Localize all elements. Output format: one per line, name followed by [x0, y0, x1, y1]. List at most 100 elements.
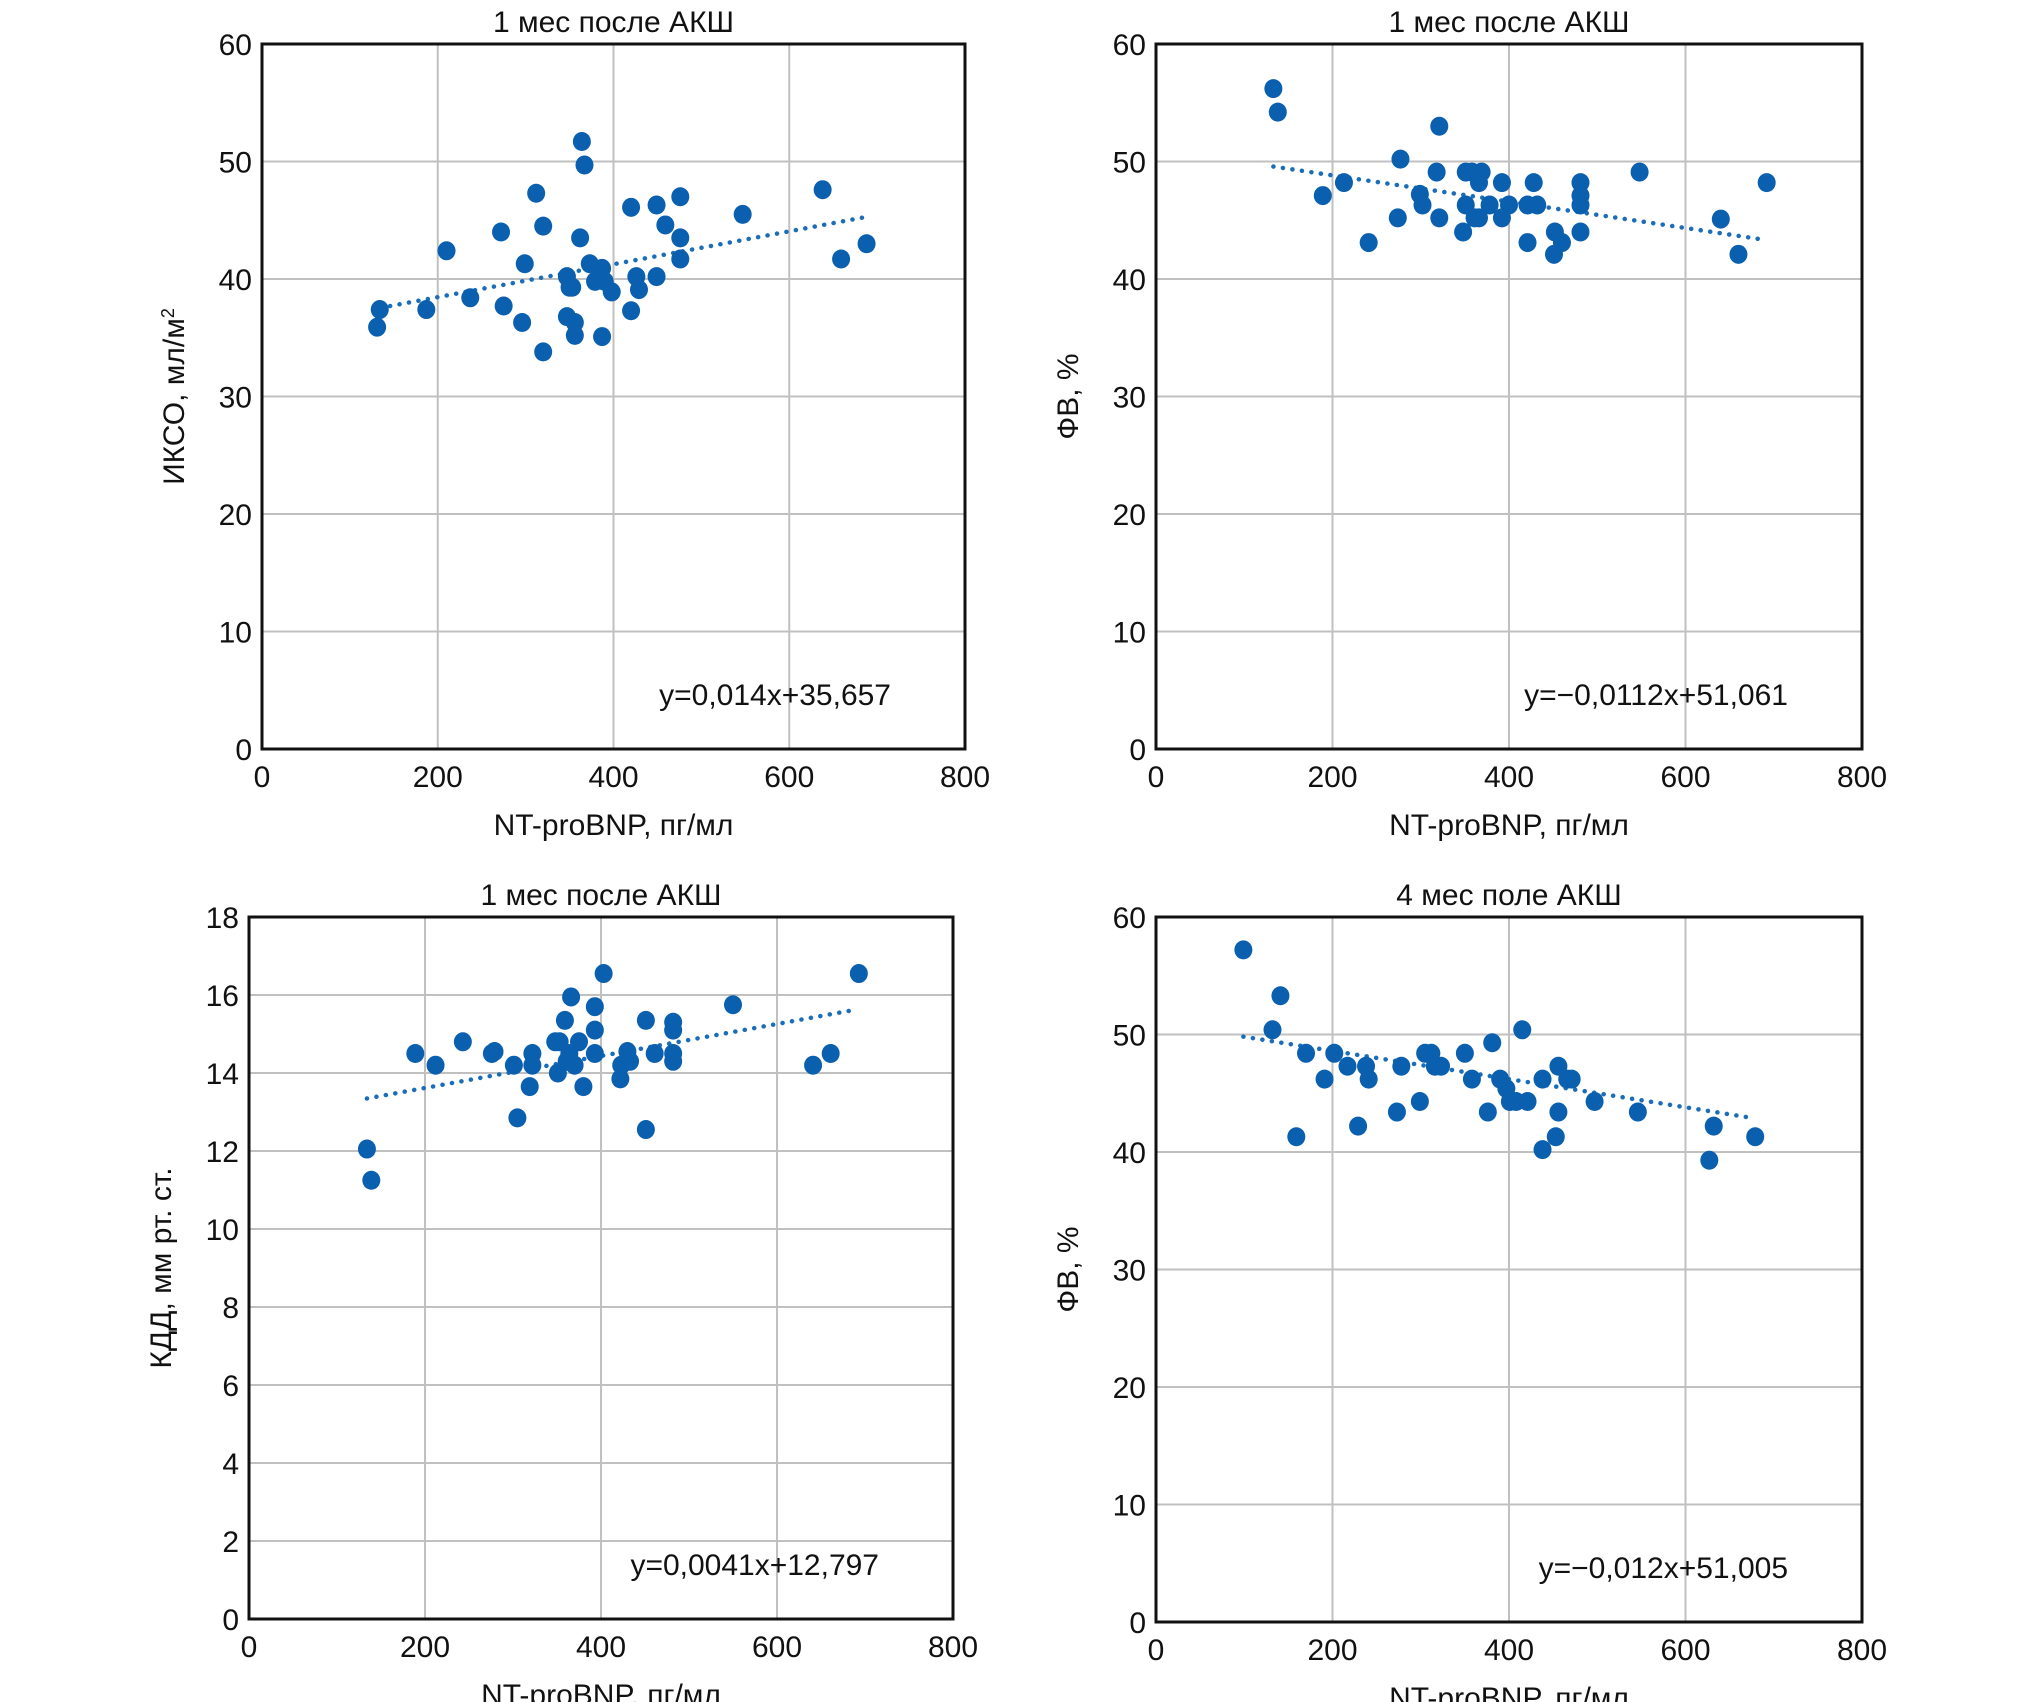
x-axis-label: NT-proBNP, пг/мл	[1389, 809, 1629, 842]
data-point	[565, 1055, 584, 1075]
x-tick-label: 400	[588, 761, 638, 794]
data-point	[406, 1044, 425, 1063]
trend-equation: y=0,014x+35,657	[659, 679, 891, 712]
x-tick-label: 200	[400, 1631, 450, 1664]
data-point	[1413, 195, 1432, 215]
gridlines	[1156, 44, 1862, 749]
data-point	[1427, 162, 1446, 182]
data-point	[426, 1055, 445, 1075]
data-point	[1454, 222, 1473, 242]
data-point	[1513, 1020, 1532, 1040]
chart-title: 4 мес поле АКШ	[1396, 879, 1621, 912]
y-tick-label: 18	[206, 902, 239, 935]
y-tick-label: 8	[222, 1292, 239, 1325]
data-point	[1387, 1102, 1406, 1122]
x-tick-label: 200	[413, 761, 463, 794]
data-point	[671, 187, 690, 207]
x-axis-label: NT-proBNP, пг/мл	[494, 809, 734, 842]
plot-frame	[1154, 42, 1864, 751]
x-tick-labels: 0 200 400 600 800	[254, 761, 990, 794]
y-tick-label: 0	[1129, 1607, 1146, 1640]
x-tick-labels: 0 200 400 600 800	[241, 1631, 978, 1664]
y-tick-label: 20	[219, 499, 252, 532]
x-tick-label: 800	[940, 761, 990, 794]
data-point	[1711, 209, 1730, 229]
y-tick-label: 30	[1113, 1255, 1146, 1288]
data-point	[534, 216, 553, 236]
data-point	[1533, 1140, 1552, 1160]
y-tick-label: 60	[1113, 902, 1146, 935]
data-point	[664, 1051, 683, 1071]
data-point	[1518, 233, 1537, 253]
x-tick-label: 200	[1307, 761, 1357, 794]
x-tick-label: 800	[928, 1631, 978, 1664]
data-point	[362, 1170, 381, 1190]
data-point	[555, 1010, 574, 1030]
y-tick-label: 16	[206, 980, 239, 1013]
y-axis-label-text: ФВ, %	[1052, 353, 1085, 439]
data-point	[1388, 208, 1407, 228]
scatter-points	[1234, 940, 1765, 1170]
data-point	[1334, 173, 1353, 193]
data-point	[724, 995, 742, 1015]
x-tick-label: 800	[1837, 761, 1887, 794]
y-tick-label: 4	[222, 1448, 239, 1481]
data-point	[594, 964, 613, 984]
data-point	[629, 280, 648, 300]
data-point	[1315, 1069, 1334, 1089]
y-tick-label: 50	[1113, 147, 1146, 180]
trend-equation: y=−0,012x+51,005	[1539, 1552, 1788, 1585]
data-point	[485, 1042, 504, 1062]
data-point	[1469, 208, 1488, 228]
data-point	[1359, 233, 1378, 253]
data-point	[1268, 102, 1287, 122]
data-point	[1271, 986, 1290, 1006]
data-point	[523, 1055, 542, 1075]
data-point	[1552, 233, 1571, 253]
chart-ikso-1m: 1 мес после АКШ ИКСО, мл/м2 NT-proBNP, п…	[158, 6, 990, 842]
data-point	[1430, 116, 1449, 136]
data-point	[1500, 195, 1518, 215]
data-point	[664, 1020, 683, 1040]
data-point	[671, 228, 690, 248]
gridlines	[249, 917, 953, 1619]
chart-fv-4m: 4 мес поле АКШ ФВ, % NT-proBNP, пг/мл 0 1…	[1052, 879, 1887, 1702]
x-tick-label: 400	[1484, 761, 1534, 794]
data-point	[611, 1069, 630, 1089]
y-axis-label-text: ФВ, %	[1052, 1226, 1085, 1312]
y-axis-label-superscript: 2	[158, 308, 178, 318]
data-point	[1264, 79, 1283, 99]
y-axis-label: ИКСО, мл/м2	[158, 308, 191, 485]
data-point	[1338, 1056, 1357, 1076]
data-point	[1349, 1116, 1368, 1136]
data-point	[585, 1044, 604, 1063]
data-point	[585, 997, 604, 1017]
data-point	[1325, 1043, 1344, 1063]
data-point	[849, 964, 868, 984]
x-axis-label: NT-proBNP, пг/мл	[481, 1679, 721, 1702]
data-point	[1546, 1127, 1565, 1147]
data-point	[857, 234, 876, 254]
data-point	[804, 1055, 823, 1075]
data-point	[1524, 173, 1543, 193]
trend-equation: y=0,0041x+12,797	[630, 1549, 879, 1582]
data-point	[515, 254, 534, 274]
scatter-points	[357, 964, 868, 1190]
data-point	[1478, 1102, 1497, 1122]
x-tick-label: 800	[1837, 1634, 1887, 1667]
data-point	[563, 277, 582, 297]
gridlines	[262, 44, 965, 749]
y-tick-label: 40	[1113, 1137, 1146, 1170]
data-point	[1628, 1102, 1647, 1122]
data-point	[1234, 940, 1253, 960]
chart-title: 1 мес после АКШ	[493, 6, 734, 39]
y-tick-labels: 0 10 20 30 40 50 60	[219, 29, 252, 767]
scatter-points	[368, 132, 876, 362]
x-tick-label: 600	[764, 761, 814, 794]
data-point	[1571, 195, 1590, 215]
chart-fv-1m: 1 мес после АКШ ФВ, % NT-proBNP, пг/мл 0…	[1052, 6, 1887, 842]
data-point	[570, 1032, 588, 1052]
y-tick-labels: 0 10 20 30 40 50 60	[1113, 29, 1146, 767]
data-point	[1483, 1033, 1502, 1053]
